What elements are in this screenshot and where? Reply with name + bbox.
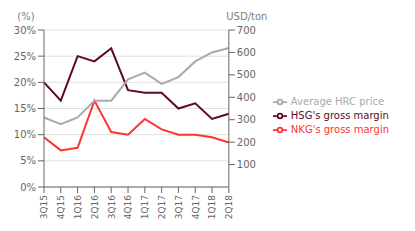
- svg-text:3Q15: 3Q15: [39, 195, 49, 219]
- svg-text:700: 700: [237, 25, 256, 36]
- svg-text:1Q18: 1Q18: [207, 195, 217, 220]
- svg-text:2Q18: 2Q18: [224, 195, 234, 220]
- svg-text:2Q16: 2Q16: [90, 195, 100, 220]
- svg-text:1Q17: 1Q17: [140, 195, 150, 219]
- svg-text:10%: 10%: [14, 129, 36, 140]
- svg-text:500: 500: [237, 69, 256, 80]
- svg-text:(%): (%): [17, 11, 34, 22]
- svg-text:4Q16: 4Q16: [123, 195, 133, 220]
- svg-text:4Q17: 4Q17: [191, 195, 201, 219]
- svg-text:2Q17: 2Q17: [157, 195, 167, 219]
- svg-text:0%: 0%: [20, 182, 36, 193]
- svg-text:200: 200: [237, 137, 256, 148]
- svg-text:1Q16: 1Q16: [73, 195, 83, 220]
- svg-text:5%: 5%: [20, 155, 36, 166]
- svg-text:30%: 30%: [14, 25, 36, 36]
- svg-text:400: 400: [237, 92, 256, 103]
- svg-text:4Q15: 4Q15: [56, 195, 66, 219]
- svg-text:USD/ton: USD/ton: [226, 11, 267, 22]
- svg-text:20%: 20%: [14, 77, 36, 88]
- html-text:NKG's gross margin: NKG's gross margin: [290, 123, 389, 135]
- svg-text:600: 600: [237, 47, 256, 58]
- svg-text:3Q16: 3Q16: [107, 195, 117, 220]
- svg-text:15%: 15%: [14, 103, 36, 114]
- svg-text:25%: 25%: [14, 51, 36, 62]
- svg-text:300: 300: [237, 114, 256, 125]
- html-text:Average HRC price: Average HRC price: [290, 95, 385, 107]
- svg-text:3Q17: 3Q17: [174, 195, 184, 219]
- svg-text:100: 100: [237, 159, 256, 170]
- html-text:HSG's gross margin: HSG's gross margin: [290, 109, 389, 121]
